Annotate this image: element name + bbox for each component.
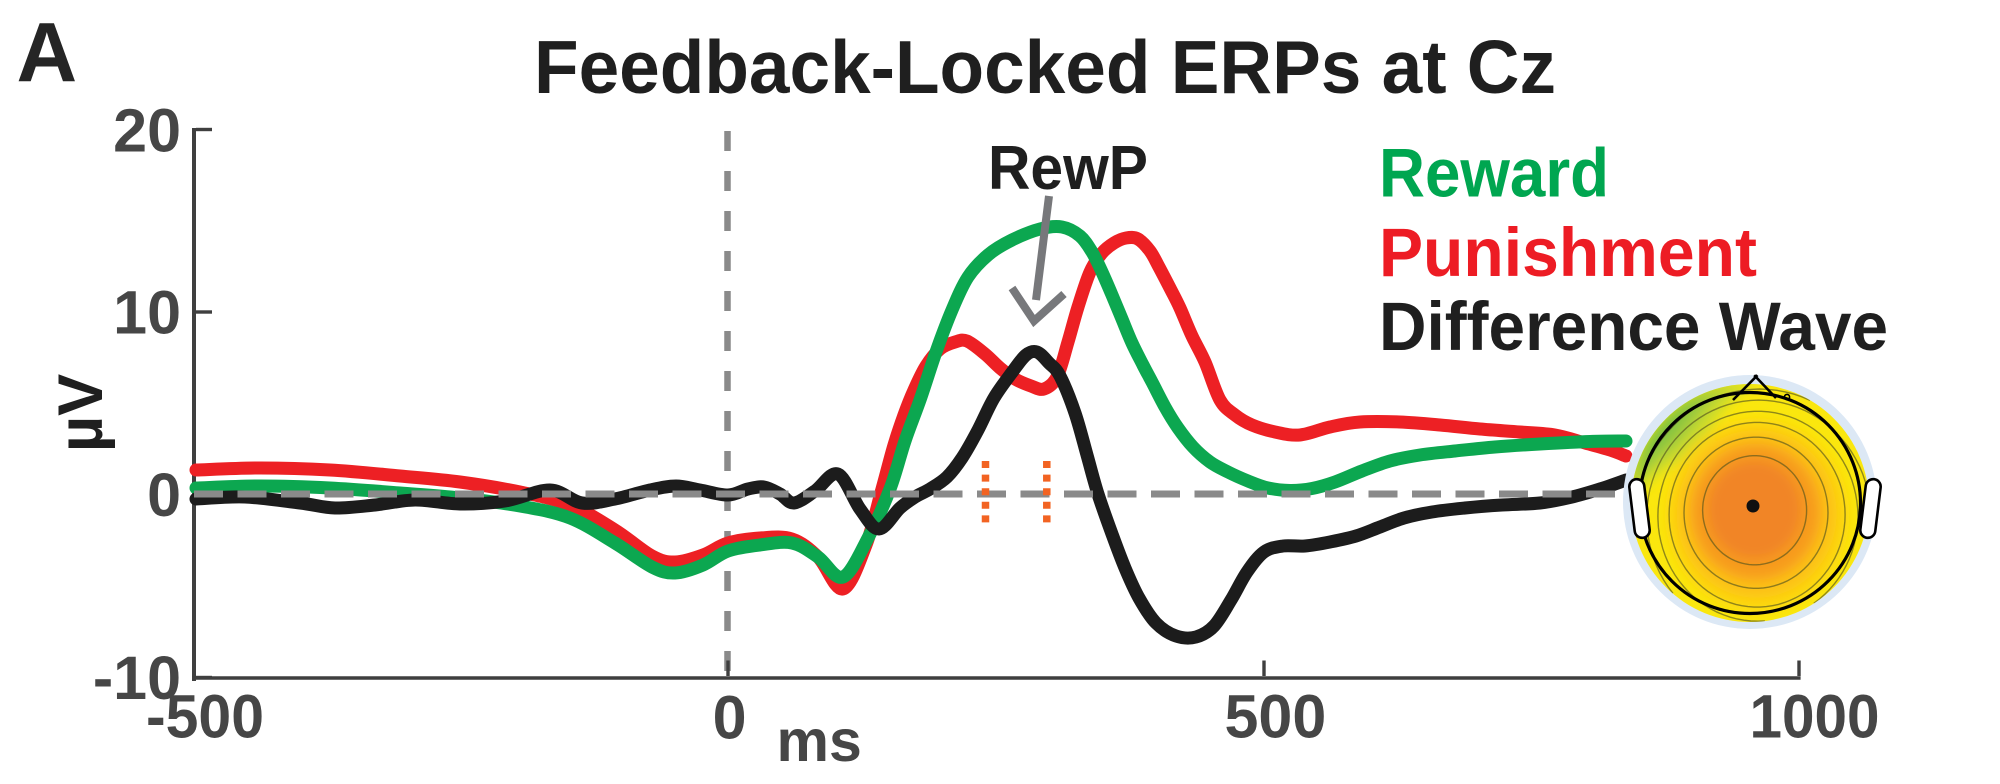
svg-text:µV: µV [46, 374, 116, 452]
svg-text:0: 0 [147, 461, 181, 529]
svg-text:ms: ms [777, 708, 862, 774]
svg-text:Reward: Reward [1379, 134, 1609, 211]
svg-text:-500: -500 [146, 683, 264, 751]
svg-text:20: 20 [113, 97, 181, 165]
svg-text:Difference Wave: Difference Wave [1379, 288, 1888, 365]
svg-text:RewP: RewP [988, 134, 1148, 203]
svg-text:0: 0 [713, 684, 747, 752]
svg-text:10: 10 [113, 279, 181, 347]
svg-text:1000: 1000 [1750, 683, 1880, 751]
svg-text:Punishment: Punishment [1379, 214, 1757, 291]
svg-text:500: 500 [1225, 683, 1327, 751]
svg-text:A: A [17, 6, 78, 100]
svg-text:Feedback-Locked ERPs at Cz: Feedback-Locked ERPs at Cz [534, 25, 1556, 109]
svg-text:-10: -10 [93, 644, 181, 712]
